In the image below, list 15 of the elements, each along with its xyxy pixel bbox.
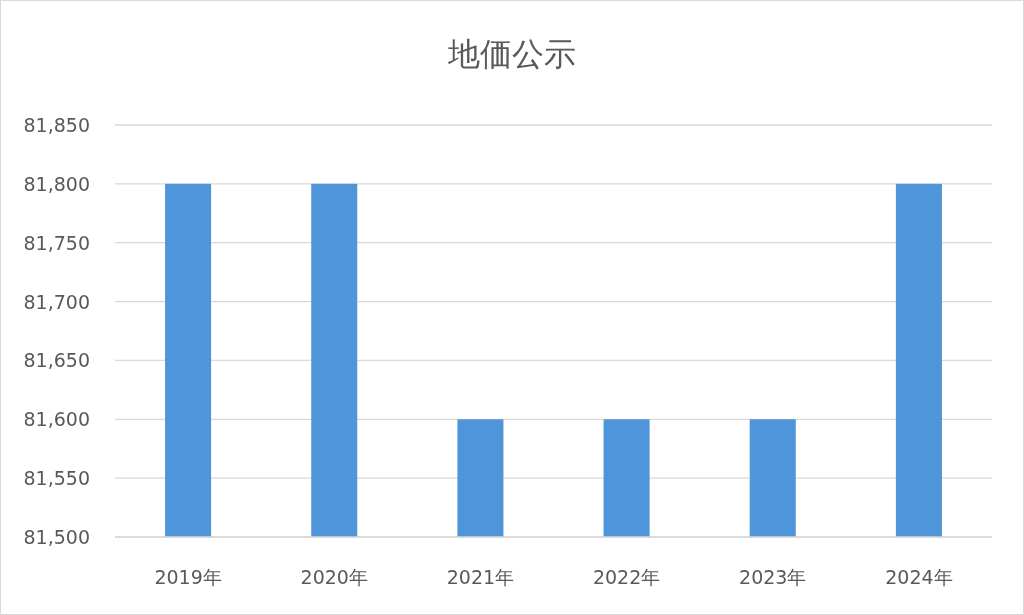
y-tick-label: 81,800 (23, 172, 90, 195)
y-tick-label: 81,650 (23, 349, 90, 372)
chart-title: 地価公示 (447, 35, 576, 73)
y-tick-label: 81,500 (23, 526, 90, 548)
y-tick-label: 81,750 (23, 231, 90, 254)
x-tick-label: 2019年 (154, 566, 222, 588)
x-tick-label: 2024年 (885, 566, 953, 588)
x-tick-label: 2020年 (300, 566, 368, 588)
x-tick-label: 2022年 (592, 566, 661, 588)
y-tick-label: 81,600 (23, 408, 90, 431)
y-tick-label: 81,700 (23, 290, 90, 313)
x-tick-label: 2023年 (739, 566, 807, 588)
y-tick-label: 81,550 (23, 467, 90, 490)
x-tick-label: 2021年 (446, 566, 515, 588)
y-tick-label: 81,850 (23, 114, 90, 136)
